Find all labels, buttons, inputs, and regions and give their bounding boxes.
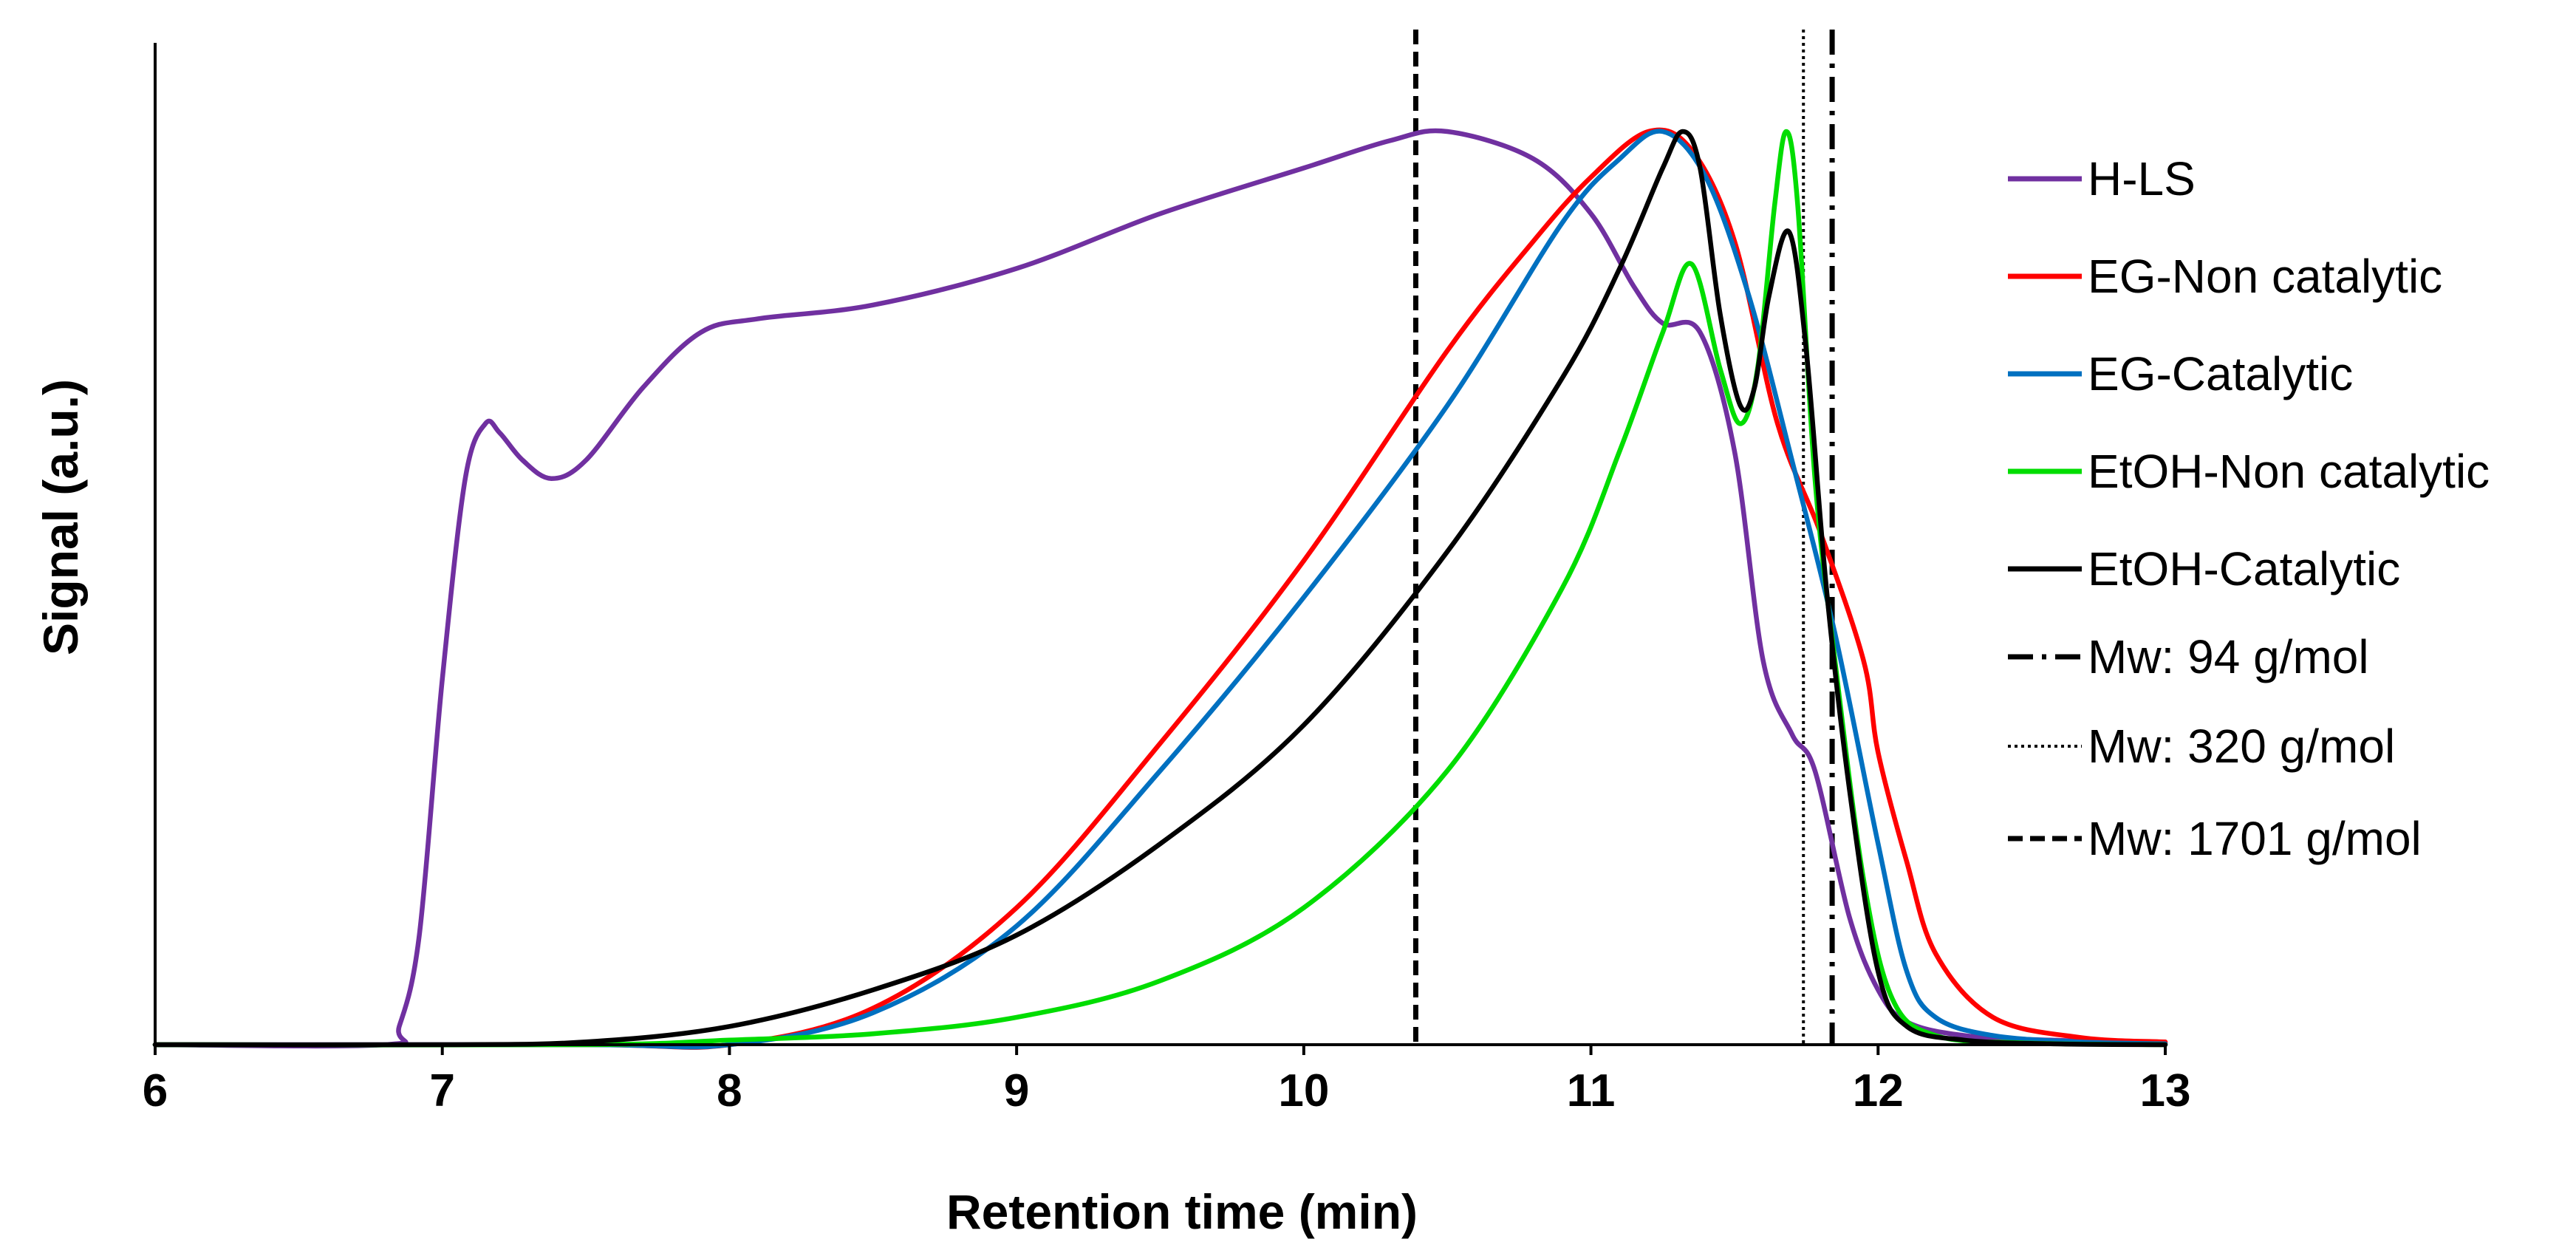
legend-item-eg-non-catalytic: EG-Non catalytic <box>2008 250 2442 303</box>
series-eg-non-catalytic <box>152 127 2168 1050</box>
x-tick-label-8: 8 <box>717 1065 742 1116</box>
x-tick-label-11: 11 <box>1567 1065 1616 1116</box>
legend-label-eg-catalytic: EG-Catalytic <box>2088 347 2353 400</box>
legend-label-mw-320-g-mol: Mw: 320 g/mol <box>2088 720 2395 773</box>
legend: H-LS EG-Non catalytic EG-Catalytic EtOH-Non… <box>2008 152 2490 865</box>
legend-item-etoh-catalytic: EtOH-Catalytic <box>2008 542 2400 595</box>
legend-item-eg-catalytic: EG-Catalytic <box>2008 347 2353 400</box>
axes: 6 7 8 9 10 11 12 13 Retention time (min) Signal… <box>33 43 2190 1239</box>
legend-item-h-ls: H-LS <box>2008 152 2196 205</box>
legend-label-etoh-non-catalytic: EtOH-Non catalytic <box>2088 445 2490 498</box>
legend-item-mw-94-g-mol: Mw: 94 g/mol <box>2008 630 2369 683</box>
legend-label-h-ls: H-LS <box>2088 152 2196 205</box>
x-ticks: 6 7 8 9 10 11 12 13 <box>143 1045 2191 1116</box>
plot-area <box>152 30 2168 1050</box>
x-tick-label-13: 13 <box>2140 1065 2191 1116</box>
x-tick-label-12: 12 <box>1853 1065 1904 1116</box>
y-axis-title: Signal (a.u.) <box>33 379 88 655</box>
legend-item-etoh-non-catalytic: EtOH-Non catalytic <box>2008 445 2490 498</box>
x-tick-label-10: 10 <box>1278 1065 1329 1116</box>
series-etoh-catalytic <box>152 129 2168 1048</box>
series-h-ls <box>152 128 2168 1049</box>
series-etoh-non-catalytic <box>152 129 2168 1048</box>
legend-label-mw-94-g-mol: Mw: 94 g/mol <box>2088 630 2369 683</box>
legend-label-mw-1701-g-mol: Mw: 1701 g/mol <box>2088 812 2422 865</box>
legend-item-mw-1701-g-mol: Mw: 1701 g/mol <box>2008 812 2422 865</box>
x-tick-label-9: 9 <box>1004 1065 1029 1116</box>
series-eg-catalytic <box>152 129 2168 1050</box>
x-tick-label-7: 7 <box>429 1065 454 1116</box>
x-axis-title: Retention time (min) <box>946 1184 1418 1239</box>
legend-label-eg-non-catalytic: EG-Non catalytic <box>2088 250 2442 303</box>
x-tick-label-6: 6 <box>143 1065 168 1116</box>
legend-item-mw-320-g-mol: Mw: 320 g/mol <box>2008 720 2395 773</box>
legend-label-etoh-catalytic: EtOH-Catalytic <box>2088 542 2400 595</box>
